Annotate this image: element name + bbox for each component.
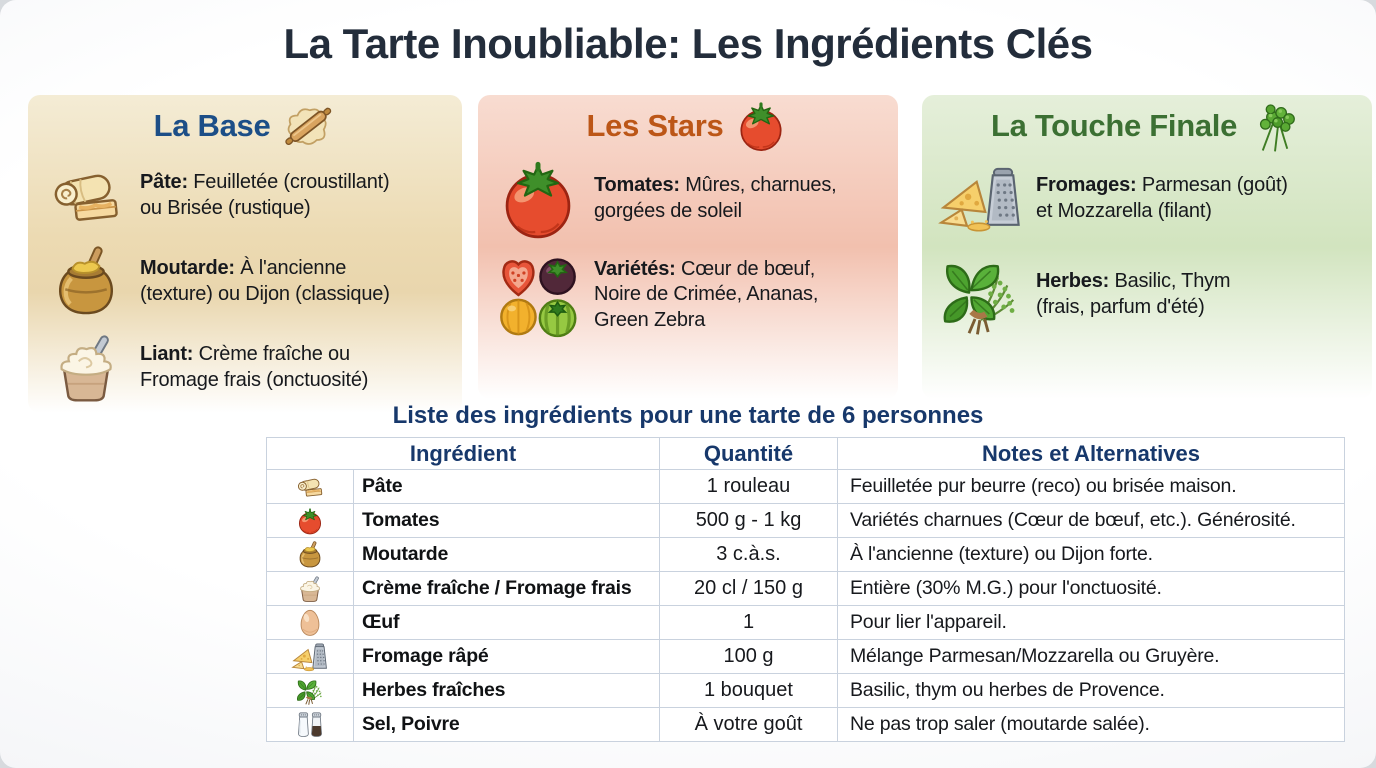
list-item: Variétés: Cœur de bœuf, Noire de Crimée,… (494, 247, 888, 343)
panel-les-stars: Les Stars Tomates: Mûres, charnues, gorg… (478, 95, 898, 399)
page-title: La Tarte Inoubliable: Les Ingrédients Cl… (283, 20, 1093, 67)
ingredient-notes: Feuilletée pur beurre (reco) ou brisée m… (837, 469, 1345, 504)
list-item: Liant: Crème fraîche ou Fromage frais (o… (44, 325, 452, 411)
ingredient-notes: Mélange Parmesan/Mozzarella ou Gruyère. (837, 639, 1345, 674)
parsley-icon (1247, 98, 1303, 154)
table-header-row: Ingrédient Quantité Notes et Alternative… (266, 437, 1345, 470)
header-notes: Notes et Alternatives (837, 437, 1345, 470)
table-row: Herbes fraîches 1 bouquet Basilic, thym … (266, 673, 1345, 708)
table-row: Moutarde 3 c.à.s. À l'ancienne (texture)… (266, 537, 1345, 572)
ingredient-notes: Pour lier l'appareil. (837, 605, 1345, 640)
panel-la-base-items: Pâte: Feuilletée (croustillant) ou Brisé… (28, 149, 462, 411)
header-ingredient: Ingrédient (266, 437, 660, 470)
mustard-pot-icon (266, 537, 354, 572)
ingredients-table-title: Liste des ingrédients pour une tarte de … (392, 402, 984, 429)
header-quantity: Quantité (659, 437, 838, 470)
pastry-icon (266, 469, 354, 504)
tomato-icon (733, 98, 789, 154)
list-item: Herbes: Basilic, Thym (frais, parfum d'é… (938, 247, 1362, 343)
list-item: Moutarde: À l'ancienne (texture) ou Dijo… (44, 239, 452, 325)
list-item: Fromages: Parmesan (goût) et Mozzarella … (938, 151, 1362, 247)
ingredient-notes: Variétés charnues (Cœur de bœuf, etc.). … (837, 503, 1345, 538)
tomato-icon (266, 503, 354, 538)
panel-la-touche-finale-header: La Touche Finale (922, 95, 1372, 149)
table-row: Crème fraîche / Fromage frais 20 cl / 15… (266, 571, 1345, 606)
table-row: Œuf 1 Pour lier l'appareil. (266, 605, 1345, 640)
basil-thyme-icon (266, 673, 354, 708)
ingredient-notes: Basilic, thym ou herbes de Provence. (837, 673, 1345, 708)
ingredient-quantity: 1 (659, 605, 838, 640)
rolling-pin-icon (280, 98, 336, 154)
item-text: Herbes: Basilic, Thym (frais, parfum d'é… (1036, 270, 1231, 318)
mustard-pot-icon (44, 243, 128, 321)
salt-pepper-icon (266, 707, 354, 742)
item-text: Tomates: Mûres, charnues, gorgées de sol… (594, 174, 837, 222)
table-row: Tomates 500 g - 1 kg Variétés charnues (… (266, 503, 1345, 538)
ingredient-notes: Ne pas trop saler (moutarde salée). (837, 707, 1345, 742)
ingredient-quantity: 1 rouleau (659, 469, 838, 504)
panel-les-stars-title: Les Stars (586, 108, 724, 143)
ingredient-quantity: 1 bouquet (659, 673, 838, 708)
item-text: Liant: Crème fraîche ou Fromage frais (o… (140, 343, 369, 391)
list-item: Pâte: Feuilletée (croustillant) ou Brisé… (44, 153, 452, 239)
ingredient-name: Fromage râpé (353, 639, 660, 674)
panel-les-stars-header: Les Stars (478, 95, 898, 149)
panel-la-base-header: La Base (28, 95, 462, 149)
tomato-varieties-icon (494, 251, 582, 339)
ingredient-quantity: À votre goût (659, 707, 838, 742)
basil-thyme-icon (938, 252, 1024, 338)
ingredient-quantity: 500 g - 1 kg (659, 503, 838, 538)
cream-pot-icon (44, 329, 128, 407)
ingredient-name: Œuf (353, 605, 660, 640)
list-item: Tomates: Mûres, charnues, gorgées de sol… (494, 151, 888, 247)
item-text: Moutarde: À l'ancienne (texture) ou Dijo… (140, 257, 390, 305)
table-row: Pâte 1 rouleau Feuilletée pur beurre (re… (266, 469, 1345, 504)
panel-la-touche-finale-items: Fromages: Parmesan (goût) et Mozzarella … (922, 149, 1372, 343)
ingredient-notes: Entière (30% M.G.) pour l'onctuosité. (837, 571, 1345, 606)
pastry-icon (44, 157, 128, 235)
item-text: Pâte: Feuilletée (croustillant) ou Brisé… (140, 171, 390, 219)
ingredient-name: Herbes fraîches (353, 673, 660, 708)
cream-pot-icon (266, 571, 354, 606)
table-row: Sel, Poivre À votre goût Ne pas trop sal… (266, 707, 1345, 742)
item-text: Fromages: Parmesan (goût) et Mozzarella … (1036, 174, 1288, 222)
panel-la-base: La Base Pâte: Feuilletée (croustillant) … (28, 95, 462, 413)
ingredient-name: Tomates (353, 503, 660, 538)
ingredient-name: Sel, Poivre (353, 707, 660, 742)
ingredient-name: Moutarde (353, 537, 660, 572)
ingredient-name: Crème fraîche / Fromage frais (353, 571, 660, 606)
cheese-grater-icon (266, 639, 354, 674)
panel-les-stars-items: Tomates: Mûres, charnues, gorgées de sol… (478, 149, 898, 343)
panel-la-base-title: La Base (153, 108, 271, 143)
ingredient-notes: À l'ancienne (texture) ou Dijon forte. (837, 537, 1345, 572)
table-row: Fromage râpé 100 g Mélange Parmesan/Mozz… (266, 639, 1345, 674)
ingredient-quantity: 100 g (659, 639, 838, 674)
panel-la-touche-finale: La Touche Finale Fromages: Parmesan (goû… (922, 95, 1372, 399)
ingredient-quantity: 3 c.à.s. (659, 537, 838, 572)
egg-icon (266, 605, 354, 640)
ingredient-quantity: 20 cl / 150 g (659, 571, 838, 606)
panel-la-touche-finale-title: La Touche Finale (990, 108, 1238, 143)
tomato-icon (494, 155, 582, 243)
item-text: Variétés: Cœur de bœuf, Noire de Crimée,… (594, 257, 819, 331)
ingredient-name: Pâte (353, 469, 660, 504)
cheese-grater-icon (938, 156, 1024, 242)
ingredients-table: Ingrédient Quantité Notes et Alternative… (266, 437, 1345, 742)
